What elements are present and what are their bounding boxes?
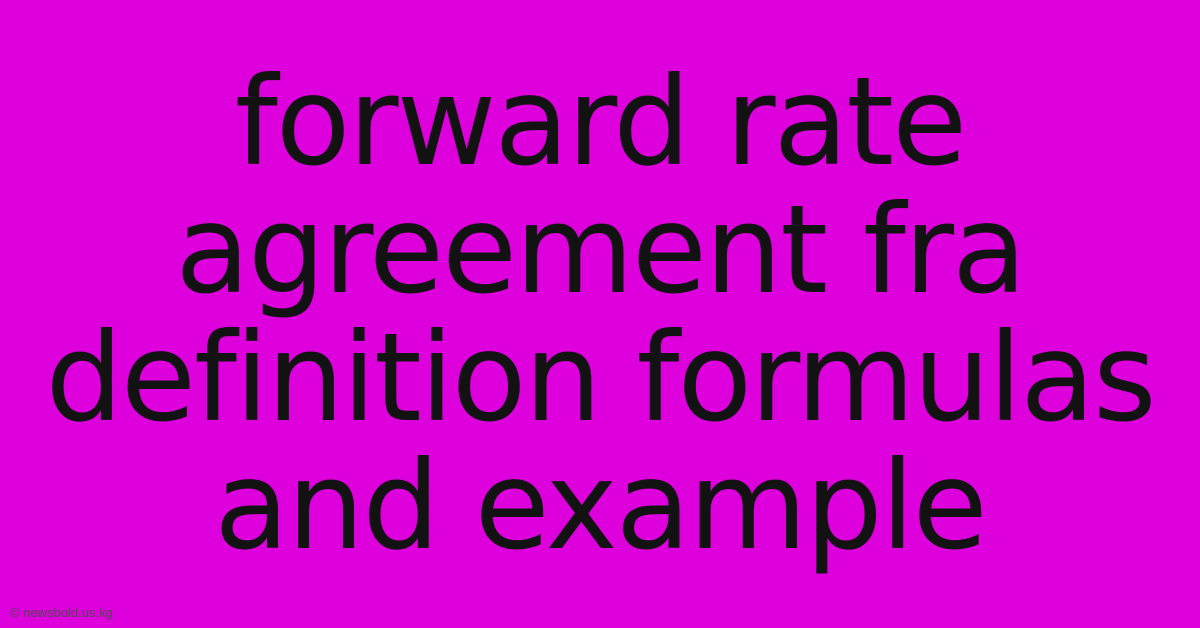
- main-headline: forward rate agreement fra definition fo…: [0, 58, 1200, 570]
- banner-container: forward rate agreement fra definition fo…: [0, 0, 1200, 628]
- copyright-text: © newsbold.us.kg: [10, 605, 113, 620]
